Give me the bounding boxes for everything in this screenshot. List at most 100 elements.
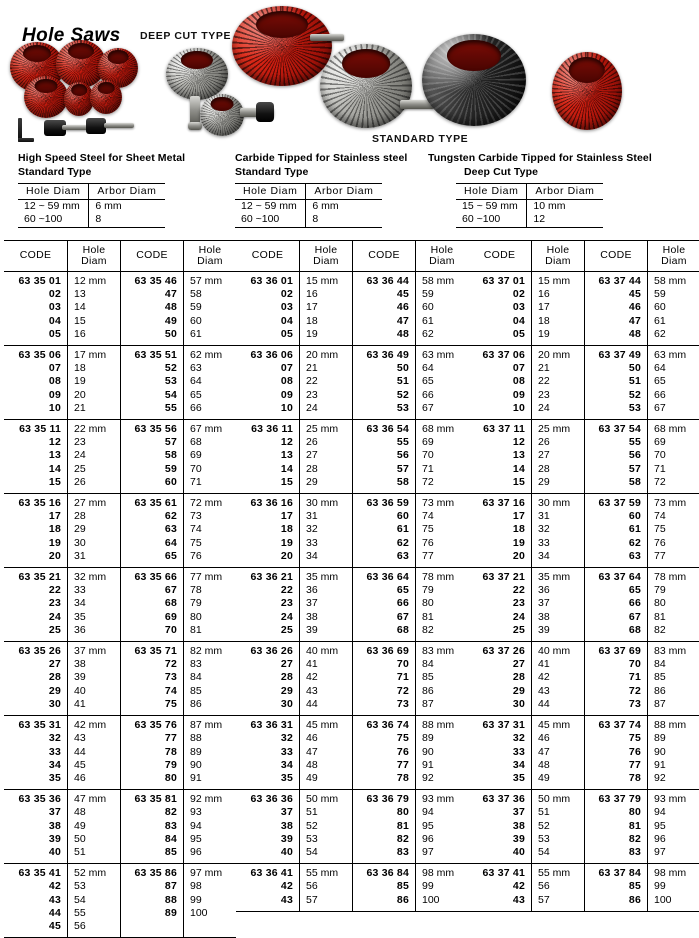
code-column-left: 63 37 41 42 43 — [468, 864, 531, 911]
code-cell: 62 — [396, 536, 409, 549]
hole-diam-cell: 24 — [306, 401, 318, 414]
code-cell: 58 — [164, 449, 177, 462]
hole-diam-column-left: 15 mm 16 17 18 19 — [299, 272, 352, 346]
hole-diam-cell: 46 — [74, 771, 86, 784]
hole-diam-cell: 41 — [74, 697, 86, 710]
code-cell: 38 — [512, 819, 525, 832]
hole-diam-cell: 17 — [538, 301, 550, 314]
code-cell: 63 36 84 — [366, 867, 409, 880]
code-cell: 23 — [280, 597, 293, 610]
hole-diam-cell: 39 — [74, 671, 86, 684]
hole-diam-column-left: 40 mm 41 42 43 44 — [531, 642, 584, 716]
code-cell: 32 — [512, 732, 525, 745]
hole-diam-cell: 82 mm — [190, 645, 223, 658]
tungsten-carbide-dark-saw-photo — [422, 34, 530, 130]
code-cell: 63 35 61 — [134, 497, 177, 510]
code-cell: 66 — [396, 597, 409, 610]
hole-diam-column-right: 92 mm 93 94 95 96 — [183, 790, 236, 864]
code-cell: 63 37 01 — [482, 275, 525, 287]
code-cell: 63 37 49 — [598, 349, 641, 362]
code-cell: 03 — [280, 301, 293, 314]
code-column-left: 63 36 41 42 43 — [236, 864, 299, 911]
column-header-code: CODE — [584, 241, 647, 271]
photo-label-deep-cut: DEEP CUT TYPE — [140, 30, 232, 42]
hole-diam-cell: 82 — [422, 623, 434, 636]
table-block: 63 35 36 37 38 39 40 47 mm 48 49 50 51 63 35 81 82 8… — [4, 790, 236, 865]
code-cell: 42 — [48, 880, 61, 893]
hole-diam-cell: 78 — [190, 584, 202, 597]
code-cell: 46 — [396, 301, 409, 314]
hole-diam-cell: 15 mm — [538, 275, 571, 287]
hole-diam-cell: 58 mm — [422, 275, 455, 287]
hole-diam-column-left: 22 mm 23 24 25 26 — [67, 420, 120, 494]
hole-diam-cell: 21 — [306, 362, 318, 375]
hole-diam-cell: 46 — [538, 732, 550, 745]
code-cell: 84 — [164, 832, 177, 845]
code-cell: 63 37 59 — [598, 497, 641, 510]
hole-diam-cell: 88 — [190, 732, 202, 745]
column-header-hole-diam: Hole Diam — [647, 241, 699, 271]
code-column-left: 63 36 11 12 13 14 15 — [236, 420, 299, 493]
hole-diam-column-right: 73 mm 74 75 76 77 — [647, 494, 699, 568]
code-column-right: 63 37 69 70 71 72 73 — [584, 642, 647, 716]
code-cell: 62 — [164, 510, 177, 523]
code-cell: 86 — [396, 893, 409, 906]
hole-diam-cell: 86 — [654, 684, 666, 697]
code-cell: 43 — [512, 893, 525, 906]
hole-diam-column-left: 50 mm 51 52 53 54 — [299, 790, 352, 864]
hole-diam-cell: 32 mm — [74, 571, 107, 584]
code-cell: 63 35 66 — [134, 571, 177, 584]
hole-diam-column-right: 68 mm 69 70 71 72 — [415, 420, 468, 494]
code-cell: 88 — [164, 893, 177, 906]
hole-diam-cell: 77 mm — [190, 571, 223, 584]
hole-diam-cell: 87 — [654, 697, 666, 710]
hole-diam-column-left: 52 mm 53 54 55 56 — [67, 864, 120, 938]
table-block: 63 37 41 42 43 55 mm 56 57 63 37 84 85 86 98 mm 99… — [468, 864, 699, 912]
code-column-right: 63 36 79 80 81 82 83 — [352, 790, 415, 864]
code-cell: 04 — [512, 314, 525, 327]
table-block: 63 37 16 17 18 19 20 30 mm 31 32 33 34 63 37 59 60 6… — [468, 494, 699, 569]
hole-diam-column-left: 45 mm 46 47 48 49 — [299, 716, 352, 790]
code-cell: 63 36 79 — [366, 793, 409, 806]
hole-diam-column-right: 63 mm 64 65 66 67 — [647, 346, 699, 420]
code-column-left: 63 35 26 27 28 29 30 — [4, 642, 67, 715]
hole-diam-cell: 99 — [422, 880, 434, 893]
hole-diam-column-right: 97 mm 98 99 100 — [183, 864, 236, 938]
code-cell: 61 — [628, 523, 641, 536]
hole-diam-column-right: 57 mm 58 59 60 61 — [183, 272, 236, 346]
hole-diam-cell: 65 — [654, 375, 666, 388]
code-cell: 50 — [628, 362, 641, 375]
code-cell: 85 — [396, 880, 409, 893]
code-cell: 54 — [164, 388, 177, 401]
hole-diam-cell: 90 — [422, 745, 434, 758]
code-cell: 09 — [512, 388, 525, 401]
hole-diam-cell: 83 mm — [422, 645, 455, 658]
hole-diam-cell: 93 — [190, 806, 202, 819]
hole-diam-column-left: 55 mm 56 57 — [531, 864, 584, 911]
code-cell: 43 — [280, 893, 293, 906]
hole-diam-cell: 98 mm — [654, 867, 687, 880]
hole-diam-cell: 18 — [538, 314, 550, 327]
hole-diam-cell: 35 — [74, 610, 86, 623]
code-cell: 12 — [48, 436, 61, 449]
code-cell: 63 36 49 — [366, 349, 409, 362]
code-cell: 35 — [48, 771, 61, 784]
hole-diam-cell: 23 — [538, 388, 550, 401]
hole-diam-cell: 68 — [190, 436, 202, 449]
hole-diam-cell: 49 — [306, 771, 318, 784]
hole-diam-cell: 52 mm — [74, 867, 107, 880]
code-column-right: 63 37 44 45 46 47 48 — [584, 272, 647, 346]
code-cell: 80 — [396, 806, 409, 819]
table-block: 63 35 16 17 18 19 20 27 mm 28 29 30 31 63 35 61 62 6… — [4, 494, 236, 569]
code-cell: 27 — [512, 658, 525, 671]
hole-diam-cell: 99 — [190, 893, 202, 906]
code-cell: 66 — [628, 597, 641, 610]
spec-head-arbor-diam: Arbor Diam — [526, 183, 603, 200]
code-table-body: 63 35 01 02 03 04 05 12 mm 13 14 15 16 63 35 46 47 4… — [4, 272, 236, 938]
code-column-right: 63 36 69 70 71 72 73 — [352, 642, 415, 716]
standard-type-steel-saw-photo — [320, 44, 436, 136]
code-column-left: 63 37 31 32 33 34 35 — [468, 716, 531, 789]
hole-diam-cell: 92 mm — [190, 793, 223, 806]
code-cell: 76 — [628, 745, 641, 758]
code-cell: 17 — [512, 510, 525, 523]
